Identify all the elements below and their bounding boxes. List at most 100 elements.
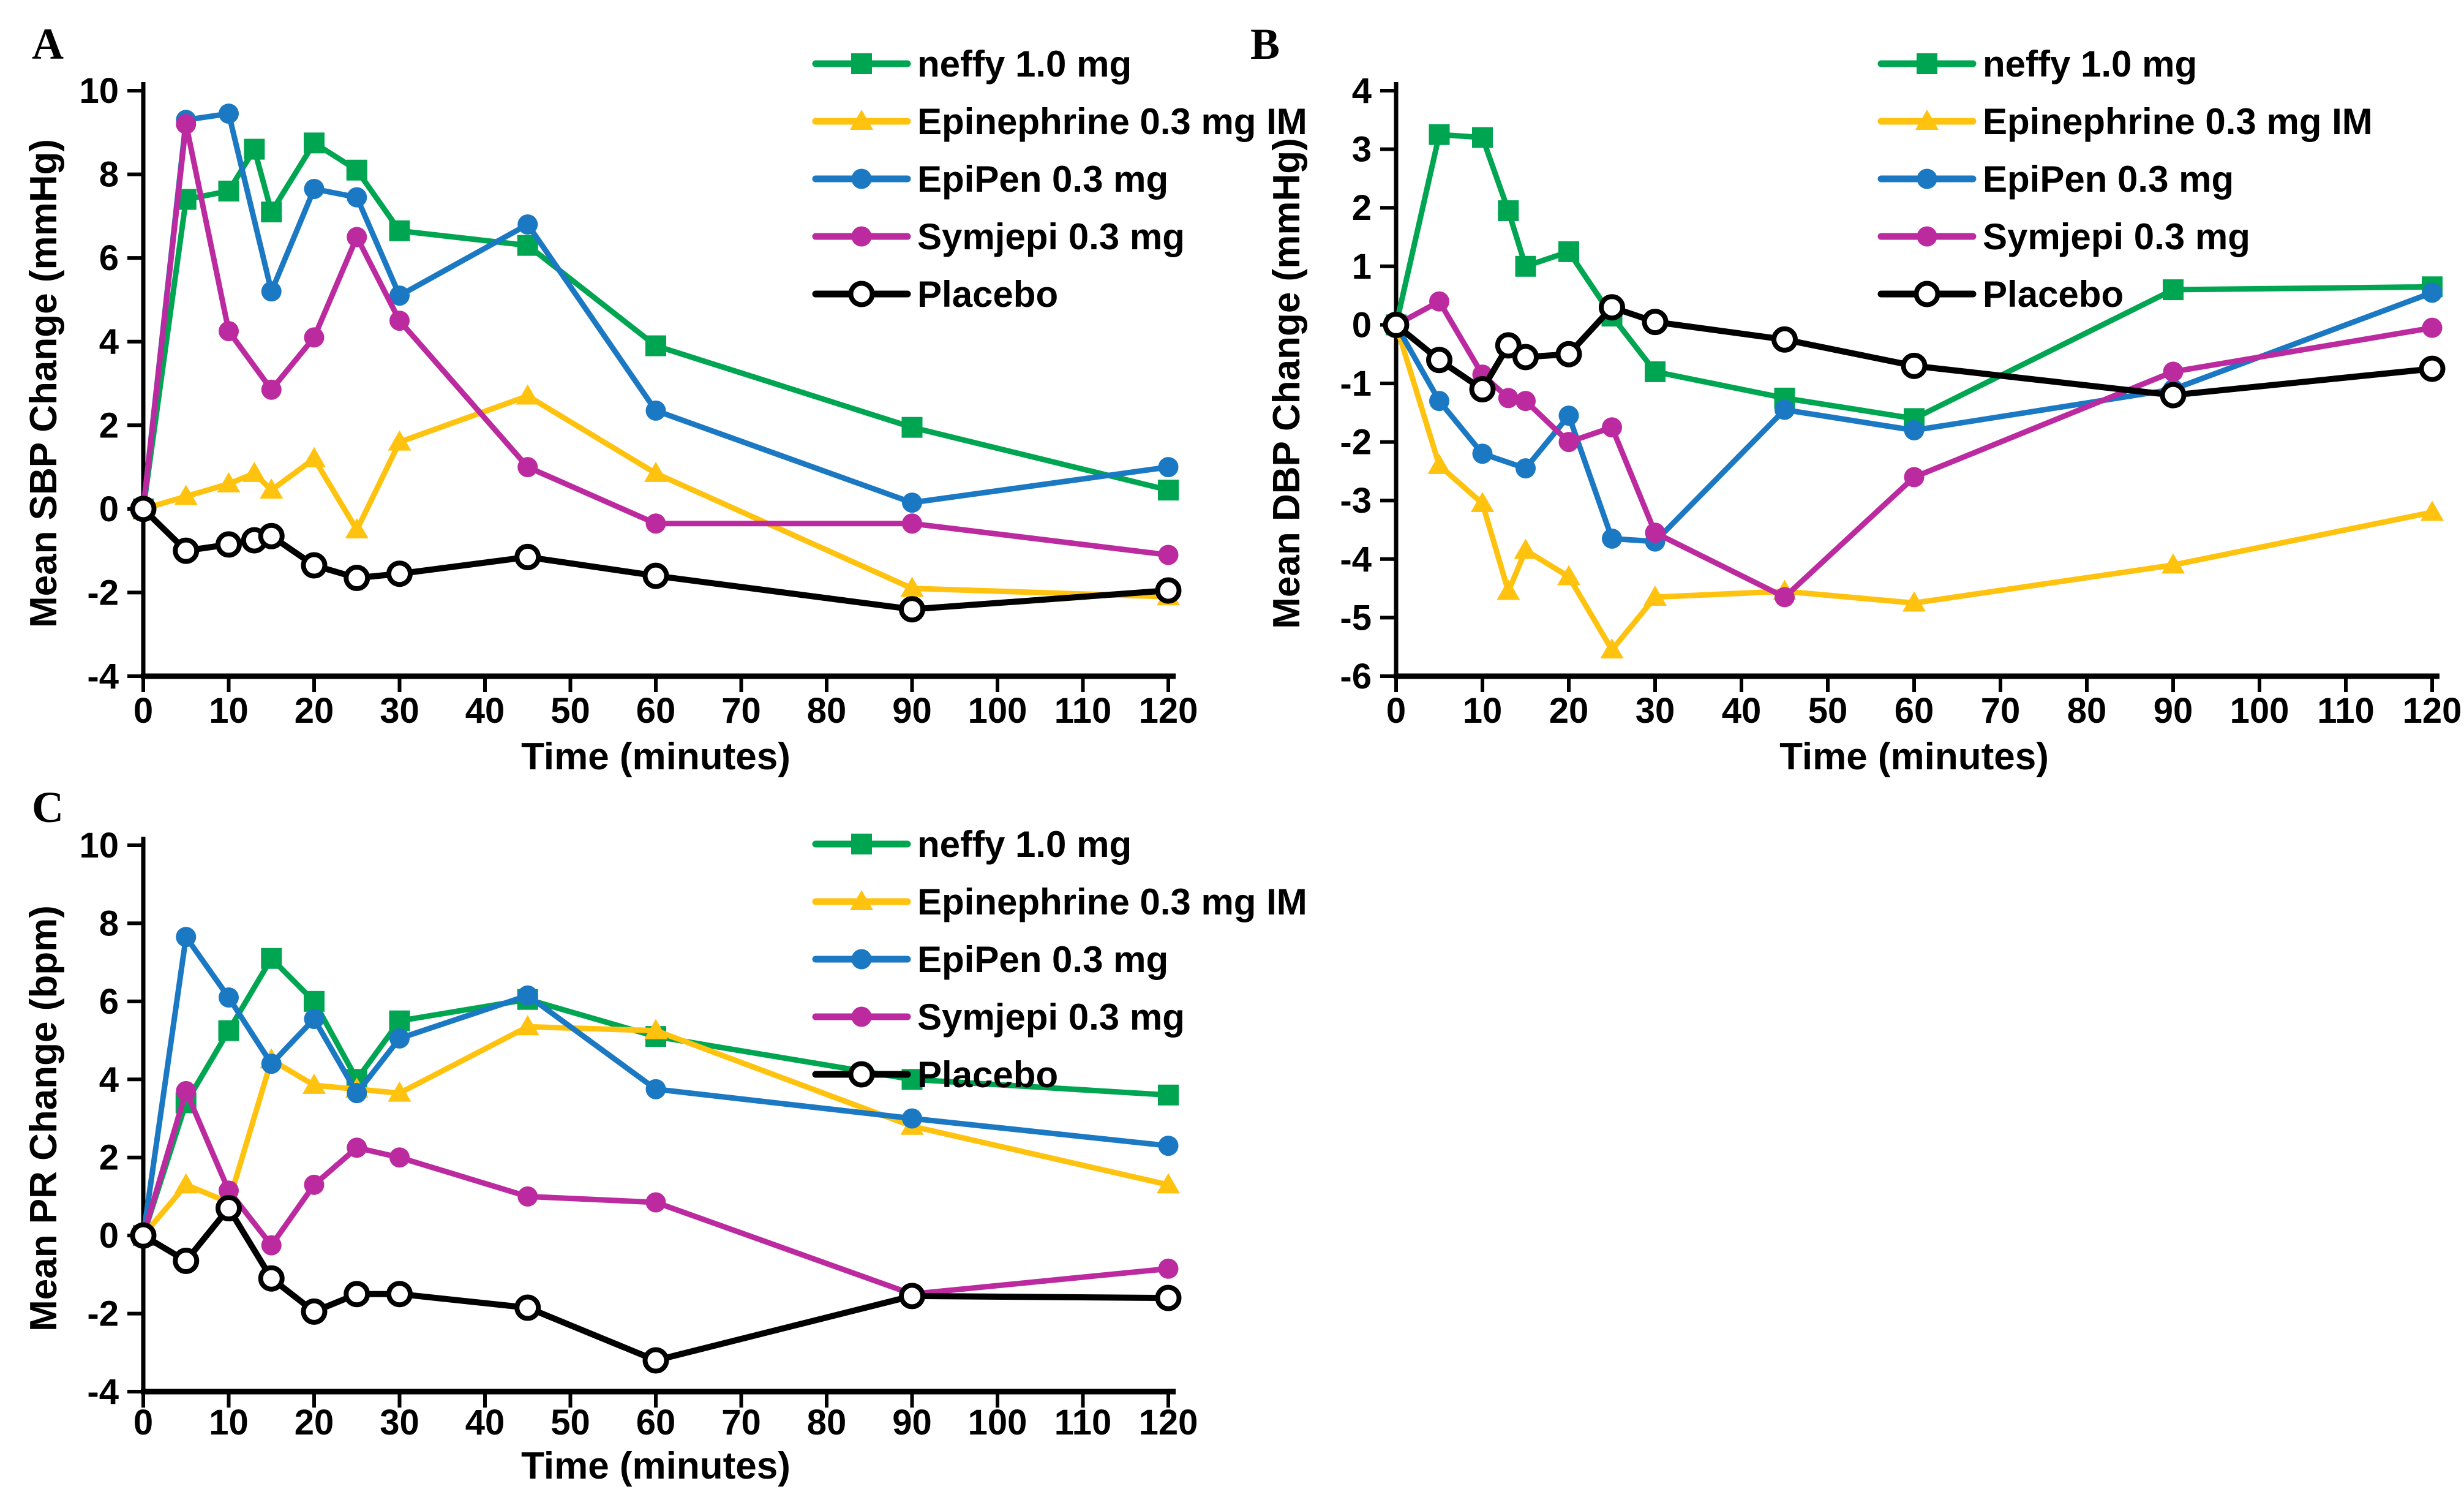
data-point-marker: [1158, 1084, 1179, 1106]
data-point-marker: [174, 484, 198, 505]
y-tick-label-b: -5: [1340, 598, 1372, 638]
data-point-marker: [219, 1180, 239, 1201]
x-tick-label-c: 100: [968, 1403, 1027, 1442]
legend-marker: [1917, 226, 1937, 247]
x-tick-label-a: 30: [380, 691, 419, 731]
y-tick-label-b: 1: [1352, 247, 1372, 287]
data-point-marker: [219, 104, 239, 124]
data-point-marker: [1498, 200, 1519, 221]
data-point-marker: [258, 1265, 285, 1292]
x-tick-label-a: 0: [133, 691, 153, 731]
data-point-marker: [261, 1054, 282, 1074]
legend-label: Epinephrine 0.3 mg IM: [917, 881, 1307, 922]
y-tick-label-b: 4: [1352, 71, 1372, 111]
legend-item: neffy 1.0 mg: [1877, 43, 2197, 85]
series-b-0: [1386, 124, 2443, 429]
data-point-marker: [1426, 347, 1452, 374]
data-point-marker: [389, 1010, 410, 1031]
data-point-marker: [260, 478, 284, 499]
series-a-4: [130, 496, 1182, 623]
data-point-marker: [304, 178, 325, 199]
legend-item: neffy 1.0 mg: [812, 824, 1132, 865]
legend-marker: [848, 281, 875, 307]
data-point-marker: [301, 552, 328, 579]
data-point-marker: [347, 1083, 367, 1104]
data-point-marker: [517, 457, 538, 478]
legend-marker: [851, 53, 872, 74]
data-point-marker: [2163, 279, 2184, 301]
data-point-marker: [1158, 457, 1179, 478]
y-tick-label-b: -2: [1340, 423, 1372, 462]
data-point-marker: [388, 430, 411, 451]
x-tick-label-c: 80: [807, 1403, 847, 1442]
legend-marker: [850, 890, 873, 910]
data-point-marker: [1498, 388, 1519, 409]
x-tick-label-a: 70: [721, 691, 761, 731]
x-tick-label-b: 100: [2230, 691, 2289, 731]
legend-label: Placebo: [917, 274, 1058, 315]
data-point-marker: [219, 987, 239, 1008]
legend-label: Epinephrine 0.3 mg IM: [917, 101, 1307, 142]
data-point-marker: [261, 948, 282, 969]
y-tick-label-b: -4: [1340, 540, 1372, 579]
data-point-marker: [173, 1248, 200, 1275]
legend-a: neffy 1.0 mg Epinephrine 0.3 mg IM EpiPen …: [812, 43, 1307, 315]
y-tick-label-b: -1: [1340, 364, 1372, 404]
data-point-marker: [347, 187, 367, 208]
x-tick-label-c: 20: [295, 1403, 334, 1442]
data-point-marker: [345, 518, 369, 538]
y-axis-title-c: Mean PR Change (bpm): [23, 905, 65, 1332]
y-tick-label-b: -6: [1340, 657, 1372, 696]
legend-label: neffy 1.0 mg: [917, 43, 1132, 85]
data-point-marker: [1516, 458, 1536, 479]
x-tick-label-b: 70: [1981, 691, 2021, 731]
data-point-marker: [388, 1081, 411, 1102]
data-point-marker: [517, 985, 538, 1006]
data-point-marker: [516, 1015, 539, 1036]
data-point-marker: [347, 227, 367, 247]
data-point-marker: [2160, 382, 2187, 409]
legend-label: EpiPen 0.3 mg: [917, 939, 1168, 980]
x-tick-label-a: 80: [807, 691, 847, 731]
legend-label: Placebo: [917, 1054, 1058, 1095]
data-point-marker: [1775, 399, 1795, 420]
y-tick-label-c: 6: [99, 982, 119, 1022]
data-point-marker: [901, 417, 923, 438]
legend-item: Epinephrine 0.3 mg IM: [812, 881, 1307, 922]
legend-item: Symjepi 0.3 mg: [812, 216, 1185, 257]
data-point-marker: [1645, 361, 1666, 382]
x-tick-label-b: 60: [1895, 691, 1934, 731]
data-point-marker: [1602, 528, 1622, 549]
data-point-marker: [130, 496, 157, 522]
data-point-marker: [1643, 585, 1667, 606]
data-point-marker: [2419, 355, 2446, 382]
x-tick-label-c: 50: [550, 1403, 590, 1442]
data-point-marker: [347, 1137, 367, 1158]
data-point-marker: [218, 180, 239, 202]
data-point-marker: [1558, 432, 1579, 453]
series-c-4: [130, 1195, 1182, 1374]
data-point-marker: [261, 379, 282, 400]
data-point-marker: [216, 531, 242, 558]
data-point-marker: [304, 990, 325, 1012]
data-point-marker: [645, 513, 666, 534]
data-point-marker: [130, 1222, 157, 1249]
y-tick-label-c: -4: [87, 1372, 119, 1412]
data-point-marker: [346, 159, 367, 181]
x-tick-label-c: 90: [892, 1403, 932, 1442]
data-point-marker: [1904, 420, 1925, 440]
y-axis-title-a: Mean SBP Change (mmHg): [23, 139, 65, 628]
data-point-marker: [304, 132, 325, 154]
data-point-marker: [302, 447, 326, 467]
x-tick-label-b: 40: [1722, 691, 1762, 731]
data-point-marker: [514, 543, 541, 570]
data-point-marker: [899, 596, 925, 623]
y-tick-label-c: -2: [87, 1294, 119, 1334]
legend-item: EpiPen 0.3 mg: [812, 939, 1168, 980]
data-point-marker: [1516, 391, 1536, 412]
data-point-marker: [1469, 376, 1496, 403]
y-tick-label-a: 6: [99, 238, 119, 278]
data-point-marker: [642, 1347, 669, 1374]
data-point-marker: [1901, 352, 1928, 379]
